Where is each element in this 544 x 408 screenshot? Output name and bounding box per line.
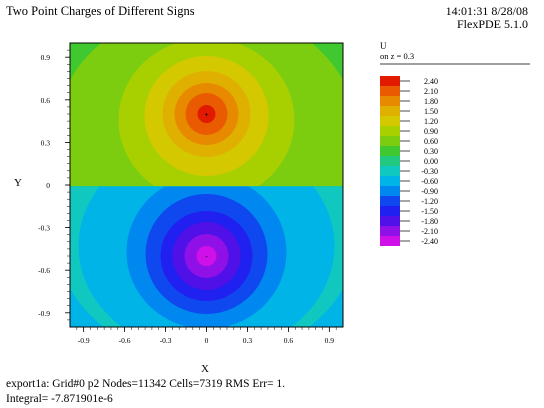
x-tick-label: -0.3 (160, 336, 172, 345)
footer-stats: export1a: Grid#0 p2 Nodes=11342 Cells=73… (6, 378, 286, 390)
footer-integral: Integral= -7.871901e-6 (6, 393, 113, 405)
legend-label: 0.00 (424, 157, 438, 166)
x-axis-label: X (201, 363, 209, 375)
y-tick-label: 0.9 (41, 53, 51, 62)
y-tick-label: 0.3 (41, 138, 51, 147)
legend-swatch (380, 166, 400, 176)
legend-label: 0.90 (424, 127, 438, 136)
positive-charge-marker: + (204, 112, 208, 119)
legend-label: 2.10 (424, 87, 438, 96)
legend-swatch (380, 106, 400, 116)
contour-band-positive-6 (197, 105, 216, 123)
legend-label: -0.30 (421, 167, 438, 176)
legend-label: -0.60 (421, 177, 438, 186)
legend-subtitle: on z = 0.3 (380, 51, 414, 61)
y-tick-label: -0.3 (38, 224, 50, 233)
legend-label: -1.80 (421, 217, 438, 226)
legend-label: -0.90 (421, 187, 438, 196)
legend-swatch (380, 76, 400, 86)
x-tick-label: 0.9 (325, 336, 335, 345)
y-tick-label: -0.9 (38, 309, 50, 318)
legend-label: 1.80 (424, 97, 438, 106)
x-tick-label: 0.6 (284, 336, 294, 345)
color-legend: 2.402.101.801.501.200.900.600.300.00-0.3… (380, 76, 438, 246)
legend-swatch (380, 126, 400, 136)
legend-swatch (380, 136, 400, 146)
legend-swatch (380, 216, 400, 226)
x-tick-label: 0.3 (243, 336, 253, 345)
legend-label: -1.20 (421, 197, 438, 206)
legend-swatch (380, 206, 400, 216)
y-axis: 0.9 0.6 0.3 0 -0.3 -0.6 -0.9 (38, 49, 70, 321)
contour-band-negative-7 (196, 246, 217, 266)
y-tick-label: 0.6 (41, 96, 51, 105)
legend-label: -1.50 (421, 207, 438, 216)
x-axis: -0.9 -0.6 -0.3 0 0.3 0.6 0.9 (76, 327, 337, 345)
legend-swatch (380, 236, 400, 246)
x-tick-label: -0.6 (119, 336, 131, 345)
legend-swatch (380, 226, 400, 236)
legend-label: -2.10 (421, 227, 438, 236)
y-axis-label: Y (14, 177, 22, 189)
legend-swatch (380, 116, 400, 126)
legend-swatch (380, 156, 400, 166)
positive-charge-contours: + (70, 43, 343, 186)
negative-charge-contours: - (70, 186, 343, 327)
legend-label: 0.60 (424, 137, 438, 146)
legend-swatch (380, 176, 400, 186)
legend-swatch (380, 96, 400, 106)
negative-charge-marker: - (205, 254, 208, 261)
legend-label: 1.20 (424, 117, 438, 126)
y-tick-label: 0 (46, 181, 50, 190)
timestamp: 14:01:31 8/28/08 (445, 4, 528, 18)
y-tick-label: -0.6 (38, 266, 50, 275)
chart-title: Two Point Charges of Different Signs (6, 4, 195, 18)
legend-label: 2.40 (424, 77, 438, 86)
legend-swatch (380, 186, 400, 196)
legend-swatch (380, 86, 400, 96)
x-tick-label: 0 (205, 336, 209, 345)
legend-variable: U (380, 41, 387, 51)
legend-swatch (380, 146, 400, 156)
legend-swatch (380, 196, 400, 206)
x-tick-label: -0.9 (78, 336, 90, 345)
legend-label: 1.50 (424, 107, 438, 116)
legend-label: 0.30 (424, 147, 438, 156)
software-version: FlexPDE 5.1.0 (456, 17, 528, 31)
legend-label: -2.40 (421, 237, 438, 246)
